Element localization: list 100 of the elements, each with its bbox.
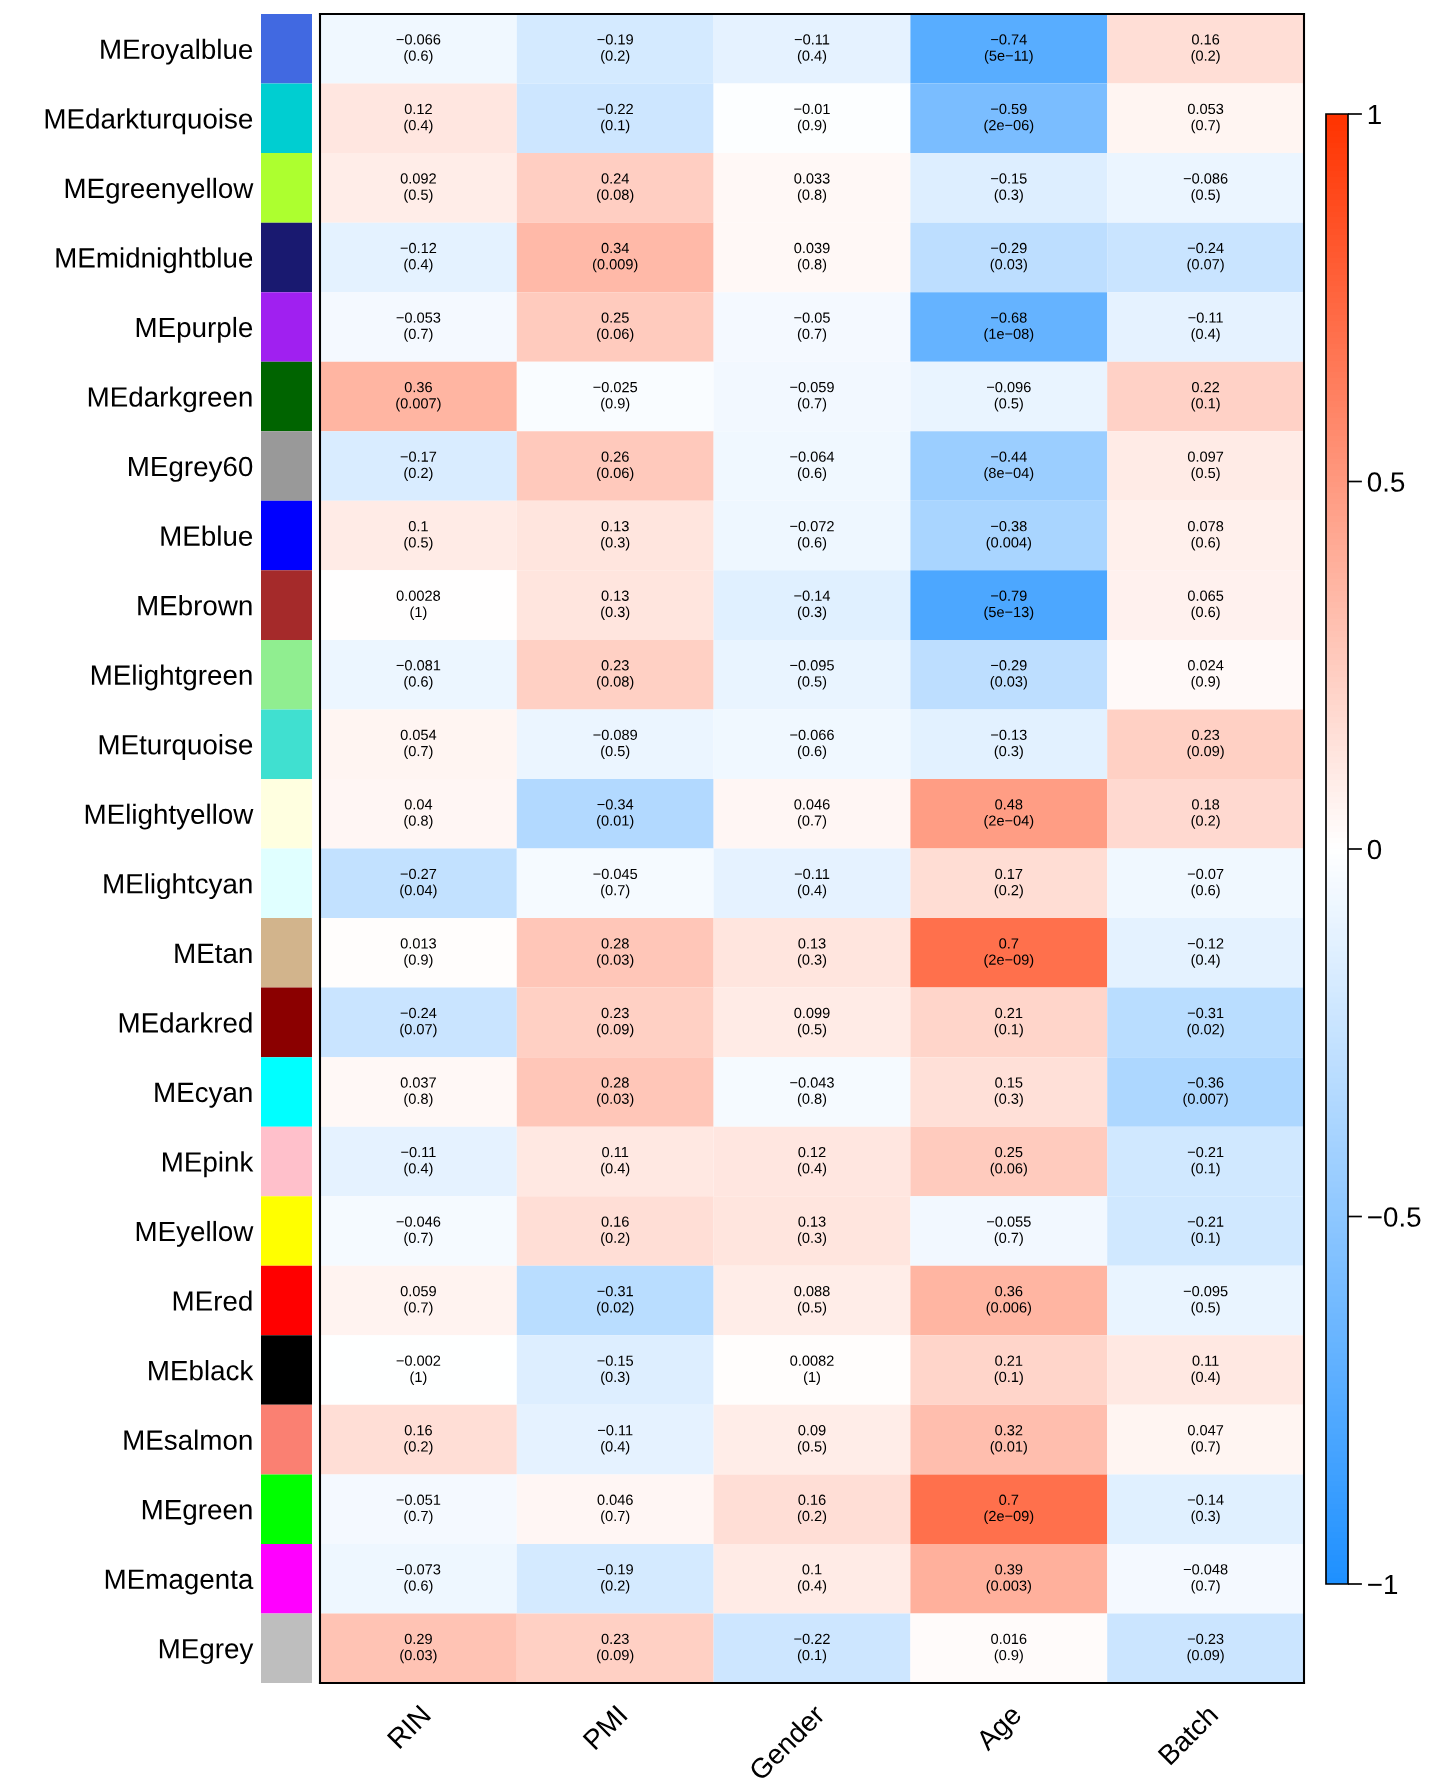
data-label: 0.34 (0.009)	[593, 242, 638, 273]
data-label: −0.68 (1e−08)	[984, 312, 1034, 342]
data-label: −0.36 (0.007)	[1183, 1077, 1228, 1107]
data-label: −0.066 (0.6)	[790, 729, 834, 760]
data-label: 0.039 (0.8)	[794, 242, 830, 273]
data-label: −0.24 (0.07)	[1187, 242, 1224, 273]
data-label: 0.0082 (1)	[790, 1355, 834, 1385]
data-label: −0.22 (0.1)	[794, 1633, 830, 1664]
data-label: 0.28 (0.03)	[597, 938, 634, 968]
y-tick-label: MEgrey60	[129, 456, 253, 482]
data-label: 0.078 (0.6)	[1187, 521, 1224, 551]
data-label: −0.059 (0.7)	[790, 381, 834, 412]
data-label: 0.39 (0.003)	[986, 1564, 1031, 1594]
data-label: 0.059 (0.7)	[400, 1285, 436, 1316]
data-label: 0.11 (0.4)	[1191, 1355, 1220, 1385]
data-label: −0.29 (0.03)	[990, 242, 1027, 273]
data-label: 0.013 (0.9)	[400, 938, 437, 968]
data-label: 0.054 (0.7)	[400, 729, 437, 760]
data-label: −0.045 (0.7)	[593, 868, 638, 899]
data-label: −0.38 (0.004)	[986, 521, 1031, 551]
data-label: 0.053 (0.7)	[1187, 103, 1224, 134]
y-tick-label: MElightcyan	[104, 873, 252, 900]
data-label: 0.15 (0.3)	[994, 1077, 1023, 1107]
data-label: −0.19 (0.2)	[597, 34, 633, 64]
data-label: −0.046 (0.7)	[396, 1216, 441, 1246]
data-label: 0.1 (0.5)	[404, 521, 433, 551]
data-label: −0.096 (0.5)	[987, 381, 1031, 412]
data-label: −0.31 (0.02)	[597, 1285, 634, 1316]
data-label: 0.092 (0.5)	[400, 173, 436, 203]
data-label: 0.024 (0.9)	[1187, 660, 1224, 690]
data-label: −0.23 (0.09)	[1187, 1633, 1224, 1664]
x-tick-label: PMI	[582, 1704, 628, 1750]
data-label: −0.086 (0.5)	[1183, 173, 1228, 203]
data-label: −0.27 (0.04)	[400, 868, 437, 899]
data-label: −0.11 (0.4)	[1188, 312, 1223, 342]
data-label: 0.13 (0.3)	[797, 1216, 827, 1246]
y-tick-label: MEdarkgreen	[88, 386, 252, 413]
data-label: 0.36 (0.006)	[986, 1285, 1031, 1316]
data-label: 0.7 (2e−09)	[984, 1494, 1034, 1525]
data-label: −0.051 (0.7)	[396, 1494, 441, 1525]
data-label: −0.01 (0.9)	[794, 103, 830, 134]
data-label: −0.11 (0.4)	[794, 868, 830, 899]
data-label: −0.11 (0.4)	[598, 1425, 633, 1455]
data-label: 0.016 (0.9)	[991, 1633, 1027, 1664]
y-tick-label: MEtan	[175, 943, 252, 964]
y-tick-label: MEsalmon	[124, 1429, 252, 1450]
y-tick-label: MEdarkturquoise	[45, 108, 253, 135]
data-label: −0.21 (0.1)	[1187, 1216, 1224, 1246]
data-label: −0.07 (0.6)	[1187, 868, 1224, 899]
data-label: 0.24 (0.08)	[597, 173, 634, 203]
data-label: 0.25 (0.06)	[990, 1146, 1027, 1177]
data-label: −0.095 (0.5)	[790, 660, 834, 690]
data-label: 0.097 (0.5)	[1187, 451, 1224, 481]
data-label: 0.1 (0.4)	[797, 1564, 827, 1594]
data-label: 0.48 (2e−04)	[984, 799, 1034, 829]
data-label: 0.13 (0.3)	[797, 938, 827, 968]
y-tick-label: MEred	[173, 1290, 252, 1311]
data-label: 0.12 (0.4)	[797, 1146, 827, 1177]
data-label: 0.23 (0.09)	[597, 1633, 634, 1664]
data-label: −0.22 (0.1)	[597, 103, 633, 134]
data-label: −0.073 (0.6)	[396, 1564, 441, 1594]
data-label: 0.23 (0.09)	[597, 1007, 634, 1038]
data-label: −0.15 (0.3)	[597, 1355, 634, 1385]
data-label: −0.095 (0.5)	[1183, 1285, 1228, 1316]
y-tick-label: MElightyellow	[85, 803, 254, 830]
y-tick-label: MElightgreen	[91, 664, 252, 691]
data-label: 0.088 (0.5)	[794, 1285, 830, 1316]
color-bar-label: 0.5	[1367, 472, 1405, 492]
data-label: 0.04 (0.8)	[404, 799, 433, 829]
x-tick-label: RIN	[386, 1704, 432, 1749]
data-label: −0.34 (0.01)	[597, 799, 634, 829]
data-label: −0.79 (5e−13)	[984, 590, 1034, 621]
data-label: −0.025 (0.9)	[593, 381, 638, 412]
y-tick-label: MEgreenyellow	[65, 177, 254, 204]
y-tick-label: MEdarkred	[119, 1012, 252, 1033]
data-label: −0.048 (0.7)	[1183, 1564, 1228, 1594]
y-tick-label: MEmidnightblue	[56, 247, 253, 274]
y-tick-label: MEyellow	[136, 1220, 254, 1247]
color-bar-label: −0.5	[1368, 1207, 1421, 1227]
data-label: 0.13 (0.3)	[601, 590, 630, 621]
data-label: 0.09 (0.5)	[797, 1425, 827, 1455]
data-label: 0.11 (0.4)	[601, 1146, 630, 1177]
data-label: −0.21 (0.1)	[1187, 1146, 1224, 1177]
data-label: 0.046 (0.7)	[597, 1494, 633, 1525]
data-label: 0.26 (0.06)	[597, 451, 634, 481]
data-label: −0.15 (0.3)	[991, 173, 1027, 203]
data-label: 0.23 (0.08)	[597, 660, 634, 690]
y-tick-label: MEblack	[149, 1360, 254, 1381]
data-label: −0.29 (0.03)	[990, 660, 1027, 690]
y-tick-label: MEblue	[161, 525, 253, 546]
data-label: −0.13 (0.3)	[991, 729, 1027, 760]
data-label: 0.033 (0.8)	[794, 173, 830, 203]
y-tick-label: MEgreen	[142, 1500, 252, 1525]
data-label: −0.44 (8e−04)	[984, 451, 1034, 481]
data-label: 0.25 (0.06)	[597, 312, 634, 342]
data-label: −0.002 (1)	[396, 1355, 441, 1385]
color-bar-label: −1	[1368, 1574, 1398, 1595]
data-label: −0.072 (0.6)	[790, 521, 834, 551]
data-label: −0.064 (0.6)	[790, 451, 835, 481]
data-label: 0.17 (0.2)	[994, 868, 1023, 899]
